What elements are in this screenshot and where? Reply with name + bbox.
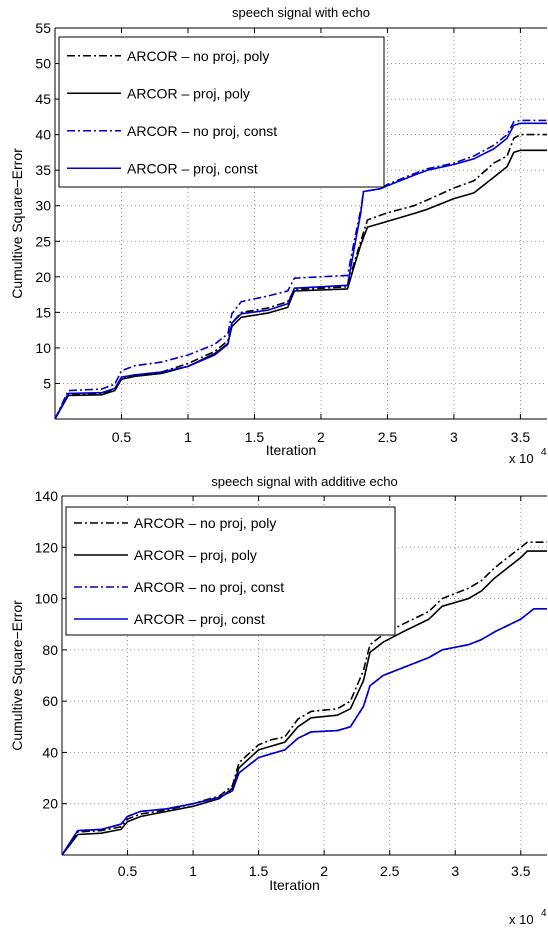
chart2-legend-label-3: ARCOR – proj, const [134, 611, 265, 627]
chart1-x-tick-label-1: 1 [184, 429, 192, 445]
chart2-x-tick-label-4: 2.5 [380, 863, 400, 879]
chart1-x-tick-label-5: 3 [450, 429, 458, 445]
chart1-legend-label-0: ARCOR – no proj, poly [127, 48, 269, 64]
chart2-series-line-3 [61, 608, 547, 856]
chart1-x-tick-label-6: 3.5 [511, 429, 531, 445]
chart2-legend-label-2: ARCOR – no proj, const [134, 579, 284, 595]
chart2-legend-label-1: ARCOR – proj, poly [134, 547, 257, 563]
chart2-y-tick-label-2: 60 [42, 693, 58, 709]
chart2-y-tick-label-5: 120 [35, 539, 59, 555]
chart1-x-multiplier: x 10 [509, 451, 534, 466]
chart1-x-tick-label-3: 2 [317, 429, 325, 445]
chart1-y-tick-label-10: 55 [35, 20, 51, 36]
chart1-title: speech signal with echo [232, 5, 370, 20]
chart2-series-line-1 [61, 550, 547, 856]
chart1-legend-label-3: ARCOR – proj, const [127, 160, 258, 176]
chart2-y-tick-label-4: 100 [35, 591, 59, 607]
chart1-y-tick-label-8: 45 [35, 91, 51, 107]
chart1-x-label: Iteration [266, 442, 317, 458]
chart2-legend-label-0: ARCOR – no proj, poly [134, 515, 276, 531]
chart1-y-tick-label-9: 50 [35, 56, 51, 72]
chart2-legend-box [65, 506, 396, 636]
chart1-y-tick-label-0: 5 [43, 375, 51, 391]
chart2-x-label: Iteration [269, 877, 320, 893]
chart1-y-tick-label-6: 35 [35, 162, 51, 178]
chart2-x-tick-label-5: 3 [451, 863, 459, 879]
chart2-y-tick-label-6: 140 [35, 488, 59, 504]
chart2-y-tick-label-0: 20 [42, 796, 58, 812]
chart1-x-exponent: 4 [541, 447, 547, 458]
chart1-legend-label-2: ARCOR – no proj, const [127, 123, 277, 139]
chart2-x-tick-label-1: 1 [189, 863, 197, 879]
chart1-x-tick-label-0: 0.5 [112, 429, 132, 445]
chart1-series-line-2 [54, 119, 547, 420]
chart1-series-line-1 [54, 149, 547, 420]
chart2-y-tick-label-3: 80 [42, 642, 58, 658]
chart1-legend-label-1: ARCOR – proj, poly [127, 85, 250, 101]
chart1-y-tick-label-7: 40 [35, 127, 51, 143]
chart1-y-tick-label-3: 20 [35, 269, 51, 285]
chart2-y-tick-label-1: 40 [42, 744, 58, 760]
chart1-y-label: Cumultive Square−Error [9, 148, 25, 299]
chart1-y-tick-label-1: 10 [35, 340, 51, 356]
chart2-x-tick-label-6: 3.5 [511, 863, 531, 879]
chart1-y-tick-label-5: 30 [35, 198, 51, 214]
chart2-x-multiplier: x 10 [509, 912, 534, 927]
chart1-y-tick-label-4: 25 [35, 233, 51, 249]
chart1-series-line-3 [54, 122, 547, 420]
chart2-title: speech signal with additive echo [211, 474, 397, 489]
chart2-x-tick-label-2: 1.5 [249, 863, 269, 879]
chart2-x-tick-label-3: 2 [320, 863, 328, 879]
chart2-x-exponent: 4 [541, 908, 547, 919]
chart2-y-label: Cumultive Square−Error [9, 600, 25, 751]
chart1-y-tick-label-2: 15 [35, 304, 51, 320]
chart1-x-tick-label-2: 1.5 [245, 429, 265, 445]
chart1-legend-box [58, 36, 385, 188]
chart1-x-tick-label-4: 2.5 [378, 429, 398, 445]
chart2-x-tick-label-0: 0.5 [118, 863, 138, 879]
